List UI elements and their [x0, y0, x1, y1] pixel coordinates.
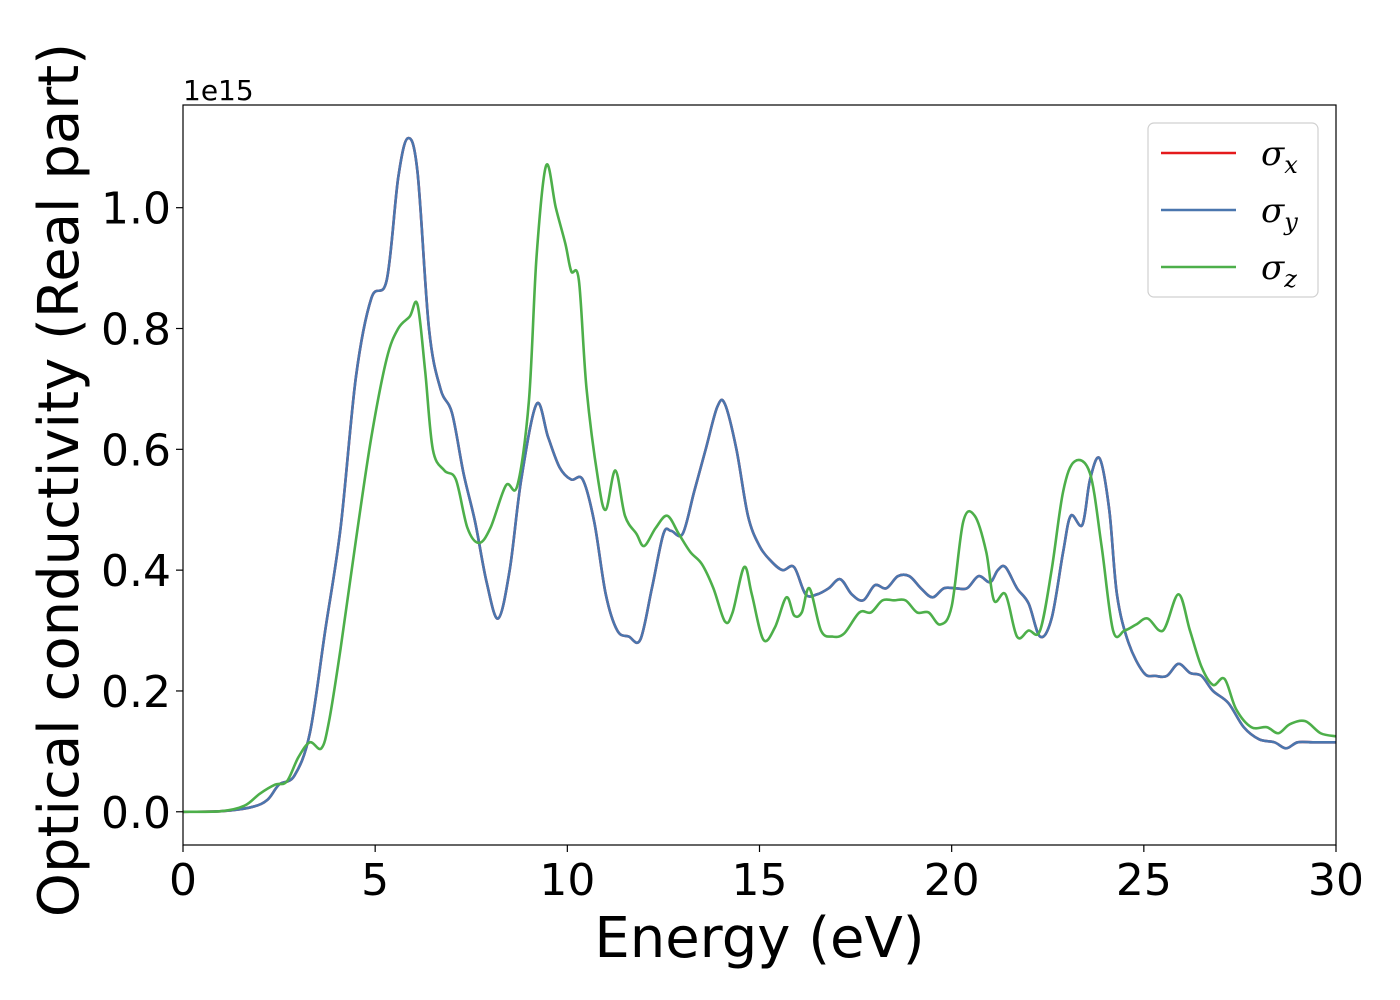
- x-tick-label: 15: [732, 855, 788, 906]
- legend-label: σy: [1261, 191, 1298, 236]
- legend: σx σy σz: [1147, 122, 1319, 298]
- y-tick-label: 0.6: [101, 425, 171, 476]
- legend-label: σx: [1261, 134, 1298, 179]
- x-tick-label: 25: [1116, 855, 1172, 906]
- series-line-2: [182, 163, 1337, 814]
- y-axis-ticks: 0.0 0.2 0.4 0.6 0.8 1.0: [101, 184, 183, 839]
- x-axis-ticks: 0 5 10 15 20 25 30: [169, 845, 1364, 906]
- x-tick-label: 5: [361, 855, 389, 906]
- x-tick-label: 30: [1308, 855, 1364, 906]
- x-tick-label: 0: [169, 855, 197, 906]
- y-tick-label: 0.4: [101, 546, 171, 597]
- legend-label: σz: [1261, 248, 1297, 293]
- x-tick-label: 10: [539, 855, 595, 906]
- y-axis-offset-label: 1e15: [183, 74, 254, 107]
- y-tick-label: 1.0: [101, 184, 171, 235]
- y-tick-label: 0.2: [101, 667, 171, 718]
- y-tick-label: 0.0: [101, 788, 171, 839]
- plot-lines: [182, 136, 1337, 814]
- y-tick-label: 0.8: [101, 305, 171, 356]
- series-line-1: [182, 136, 1336, 814]
- x-tick-label: 20: [924, 855, 980, 906]
- x-axis-label: Energy (eV): [594, 906, 924, 971]
- y-axis-label: Optical conductivity (Real part): [27, 43, 92, 917]
